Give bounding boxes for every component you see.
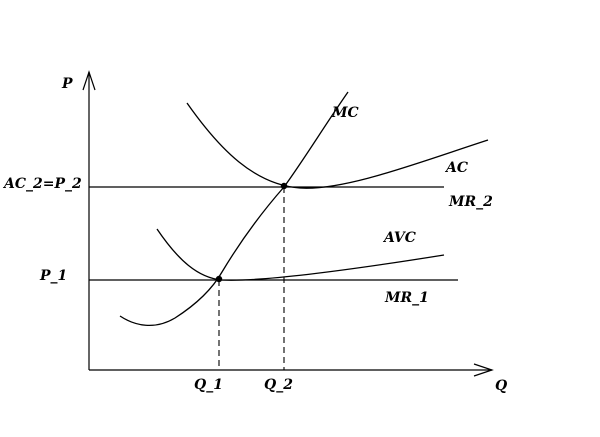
x-axis-label: Q [495,378,507,394]
q-1-label: Q_1 [194,377,223,393]
q-2-label: Q_2 [264,377,293,393]
mr-2-label: MR_2 [448,194,493,210]
mc-label: MC [331,105,359,121]
ac-curve [186,102,489,189]
ac-label: AC [444,160,468,176]
x-axis-arrow [473,363,494,377]
p-1-label: P_1 [39,268,67,284]
mr-1-label: MR_1 [384,290,429,306]
y-axis-arrow [82,70,96,91]
avc-label: AVC [382,230,416,246]
y-axis-label: P [61,76,73,92]
p-2-label: AC_2=P_2 [2,176,82,192]
avc-curve [156,228,445,281]
mc-curve [119,91,349,326]
equilibrium-point-1 [215,275,223,283]
equilibrium-point-2 [280,182,288,190]
